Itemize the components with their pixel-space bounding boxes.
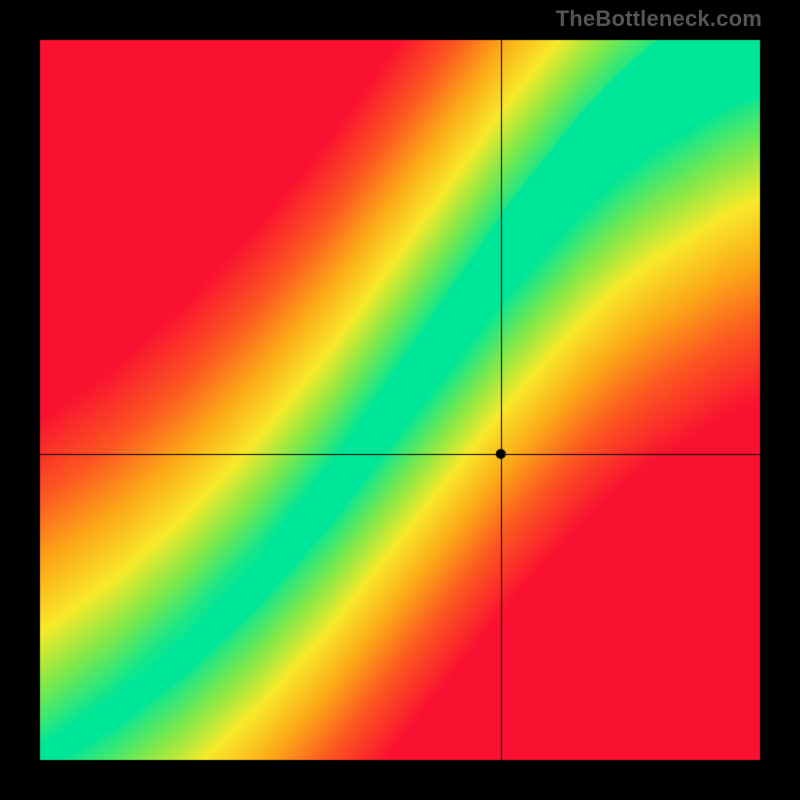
watermark-text: TheBottleneck.com [556, 6, 762, 32]
bottleneck-heatmap [0, 0, 800, 800]
